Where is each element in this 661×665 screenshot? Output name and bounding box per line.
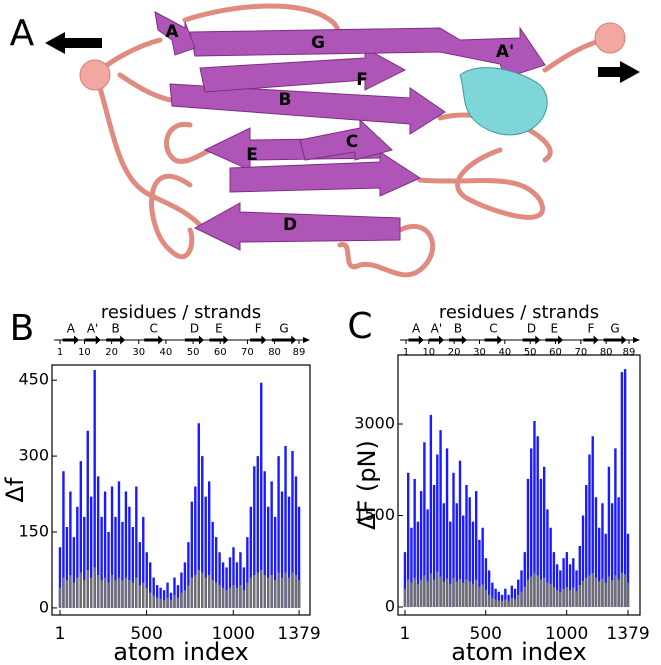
y-tick-label: 450: [18, 370, 49, 389]
strand-arrow: [484, 335, 503, 345]
strand-name: G: [610, 322, 619, 336]
top-tick-label: 10: [78, 347, 91, 358]
strand-arrow: [84, 335, 101, 345]
top-tick-label: 10: [422, 347, 435, 358]
x-tick-label: 1000: [545, 624, 588, 644]
strand-label: B: [279, 90, 292, 110]
top-tick-label: 89: [623, 347, 636, 358]
strand-name: A': [87, 322, 99, 336]
plot-frame: [397, 354, 641, 616]
top-tick-label: 1: [403, 347, 409, 358]
y-tick-label: 300: [18, 446, 49, 465]
top-axis-label: residues / strands: [439, 302, 599, 323]
x-tick-label: 1379: [606, 624, 649, 644]
strand-name: B: [454, 322, 462, 336]
top-tick-label: 40: [160, 347, 173, 358]
top-tick-label: 60: [214, 347, 227, 358]
strand-name: E: [550, 322, 558, 336]
y-tick-label: 0: [39, 597, 49, 616]
strand-arrow: [449, 335, 467, 345]
strand-name: A: [412, 322, 421, 336]
strand-label: D: [283, 215, 297, 235]
strand-name: E: [215, 322, 223, 336]
strand-arrow: [271, 335, 297, 345]
pull-arrow: [45, 32, 102, 54]
strand-arrow: [106, 335, 126, 345]
strand-arrow: [603, 335, 627, 345]
top-tick-label: 80: [268, 347, 281, 358]
top-axis-arrowhead: [303, 337, 310, 343]
top-tick-label: 20: [448, 347, 461, 358]
beta-strands: [154, 11, 546, 251]
top-tick-label: 20: [105, 347, 118, 358]
strand-name: A: [67, 322, 76, 336]
spike-series: [58, 567, 301, 608]
strand-label: E: [246, 145, 258, 165]
top-axis-label: residues / strands: [101, 302, 261, 323]
y-axis-label: ΔF (pN): [353, 440, 381, 530]
pull-arrow: [598, 61, 640, 83]
top-tick-label: 30: [473, 347, 486, 358]
spike-series: [403, 369, 630, 608]
strand-arrow: [144, 335, 164, 345]
y-tick-label: 3000: [354, 413, 395, 432]
x-axis-label: atom index: [113, 638, 248, 665]
strand-name: C: [489, 322, 497, 336]
strand-arrow: [184, 335, 204, 345]
helix: [459, 67, 548, 136]
strand-name: F: [255, 322, 262, 336]
panel-label: C: [347, 306, 372, 347]
x-tick-label: 1000: [212, 624, 255, 644]
spike-series: [403, 571, 630, 608]
x-tick-label: 500: [470, 624, 502, 644]
terminus-bead: [79, 59, 111, 91]
strand-name: G: [279, 322, 288, 336]
top-tick-label: 40: [498, 347, 511, 358]
strand-name: C: [150, 322, 158, 336]
strand-label: F: [356, 70, 368, 90]
panel-label: A: [10, 13, 35, 54]
strand-arrow: [250, 335, 267, 345]
top-tick-label: 80: [600, 347, 613, 358]
x-tick-label: 1379: [277, 624, 320, 644]
top-tick-label: 89: [293, 347, 306, 358]
strand-name: D: [527, 322, 536, 336]
top-tick-label: 1: [57, 347, 63, 358]
top-tick-label: 50: [524, 347, 537, 358]
strand-label: A': [496, 42, 514, 62]
strand-name: F: [588, 322, 595, 336]
x-tick-label: 1: [400, 624, 411, 644]
x-tick-label: 500: [130, 624, 162, 644]
plot-frame: [51, 364, 311, 616]
y-axis-label: Δf: [1, 477, 29, 502]
top-tick-label: 60: [549, 347, 562, 358]
strand-name: A': [431, 322, 443, 336]
strand-arrow: [545, 335, 564, 345]
strand-arrow: [428, 335, 445, 345]
strand-label: G: [311, 33, 325, 53]
top-tick-label: 70: [241, 347, 254, 358]
strand-arrow: [62, 335, 80, 345]
top-axis-arrowhead: [633, 337, 640, 343]
panel-label: B: [10, 308, 35, 349]
top-tick-label: 70: [574, 347, 587, 358]
strand-arrow: [209, 335, 229, 345]
y-tick-label: 150: [18, 522, 49, 541]
strand-arrow: [522, 335, 541, 345]
strand-name: B: [112, 322, 120, 336]
x-axis-label: atom index: [451, 638, 586, 665]
strand-arrow: [408, 335, 424, 345]
top-tick-label: 30: [132, 347, 145, 358]
x-tick-label: 1: [55, 624, 66, 644]
y-tick-label: 0: [385, 597, 395, 616]
y-tick-label: 1500: [354, 505, 395, 524]
protein-cartoon: [45, 3, 640, 278]
top-tick-label: 50: [187, 347, 200, 358]
strand-name: D: [190, 322, 199, 336]
strand-label: A: [165, 22, 179, 42]
strand-arrow: [583, 335, 599, 345]
strand-label: C: [346, 132, 358, 152]
terminus-bead: [594, 22, 626, 54]
